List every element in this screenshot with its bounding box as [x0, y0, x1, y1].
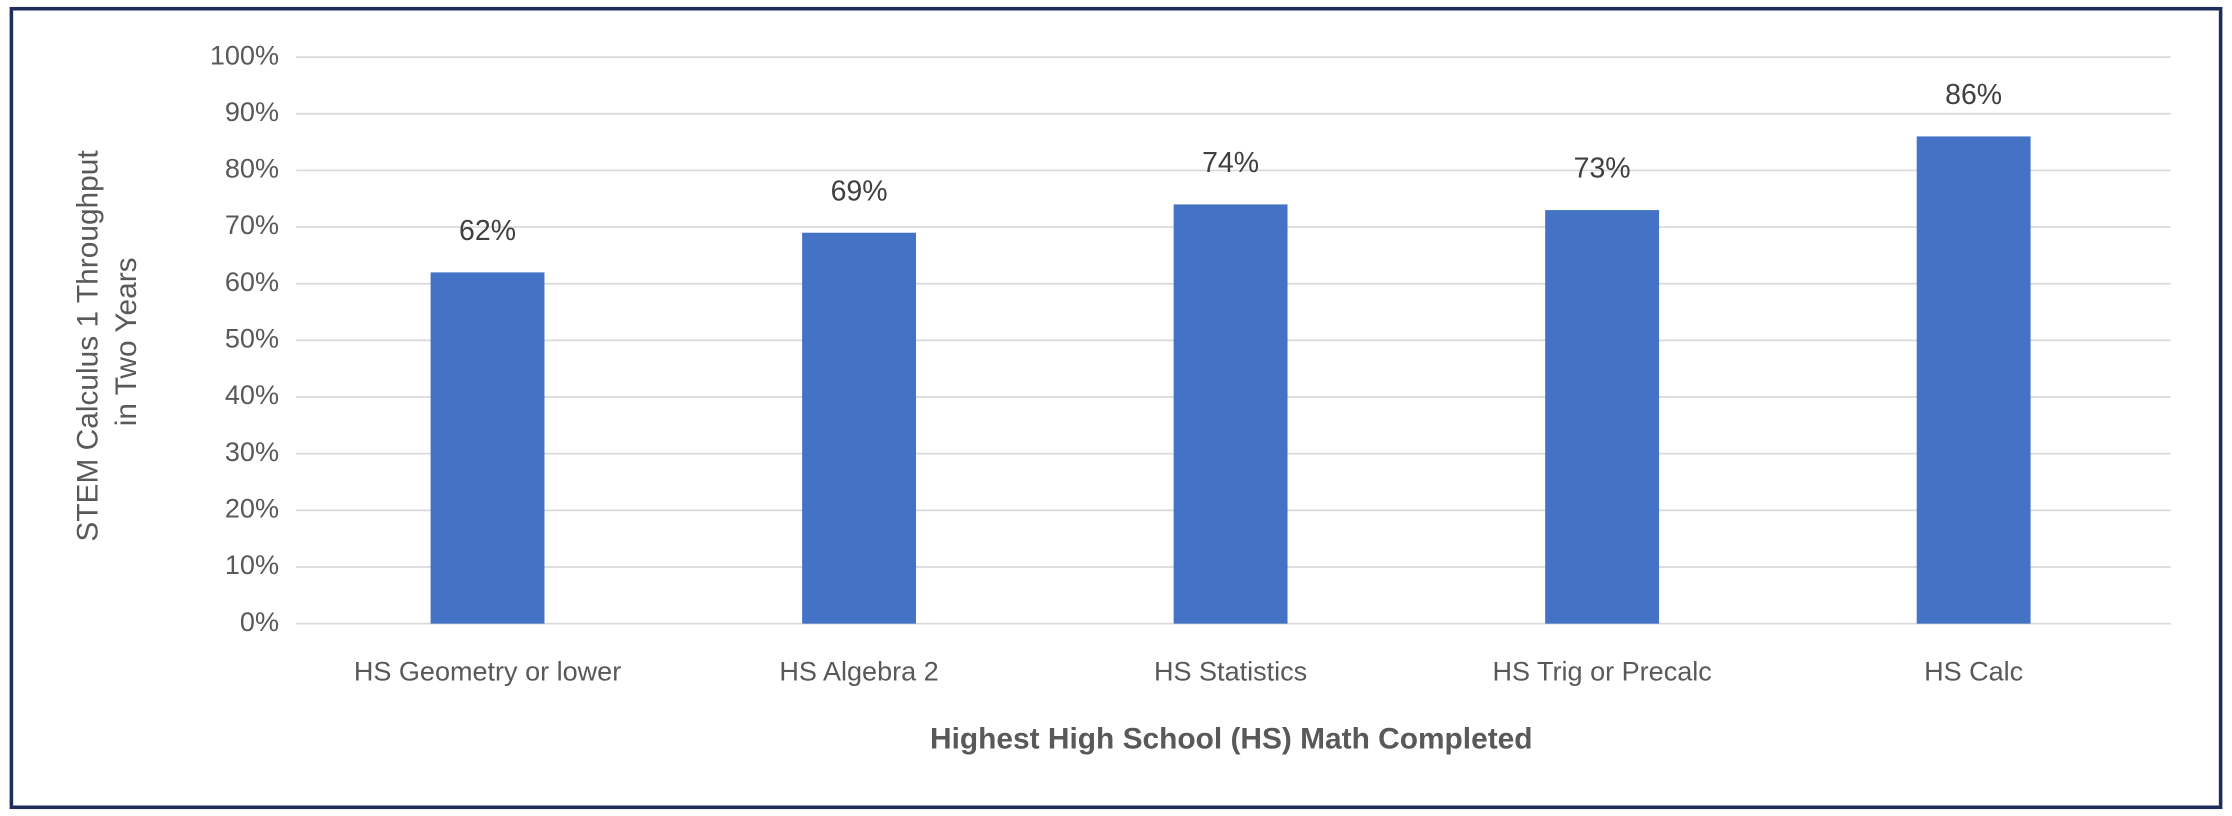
y-tick-label: 50%	[225, 324, 279, 354]
bar	[802, 232, 917, 624]
data-label: 74%	[1202, 147, 1259, 179]
y-tick-label: 80%	[225, 154, 279, 184]
y-tick-label: 40%	[225, 380, 279, 410]
bar	[1916, 136, 2031, 624]
y-axis-label: STEM Calculus 1 Throughput in Two Years	[72, 142, 143, 542]
x-tick-label: HS Trig or Precalc	[1492, 657, 1711, 687]
y-tick-label: 0%	[240, 607, 279, 637]
y-axis-label-line: STEM Calculus 1 Throughput	[72, 150, 105, 542]
y-tick-label: 10%	[225, 550, 279, 580]
y-axis-label-line: in Two Years	[110, 257, 143, 426]
y-tick-label: 60%	[225, 267, 279, 297]
x-axis-label: Highest High School (HS) Math Completed	[930, 722, 1532, 755]
data-label: 62%	[459, 215, 516, 247]
bar	[430, 272, 545, 624]
y-tick-label: 100%	[210, 40, 279, 70]
x-tick-label: HS Calc	[1924, 657, 2023, 687]
x-tick-label: HS Statistics	[1154, 657, 1307, 687]
chart-border	[9, 6, 2223, 810]
bar	[1545, 210, 1660, 624]
y-tick-label: 20%	[225, 493, 279, 523]
y-tick-label: 70%	[225, 210, 279, 240]
data-label: 69%	[831, 175, 888, 207]
data-label: 73%	[1574, 153, 1631, 185]
x-tick-label: HS Geometry or lower	[354, 657, 621, 687]
bar	[1173, 204, 1288, 624]
y-tick-label: 90%	[225, 97, 279, 127]
data-label: 86%	[1945, 79, 2002, 111]
y-tick-label: 30%	[225, 437, 279, 467]
x-tick-label: HS Algebra 2	[779, 657, 938, 687]
